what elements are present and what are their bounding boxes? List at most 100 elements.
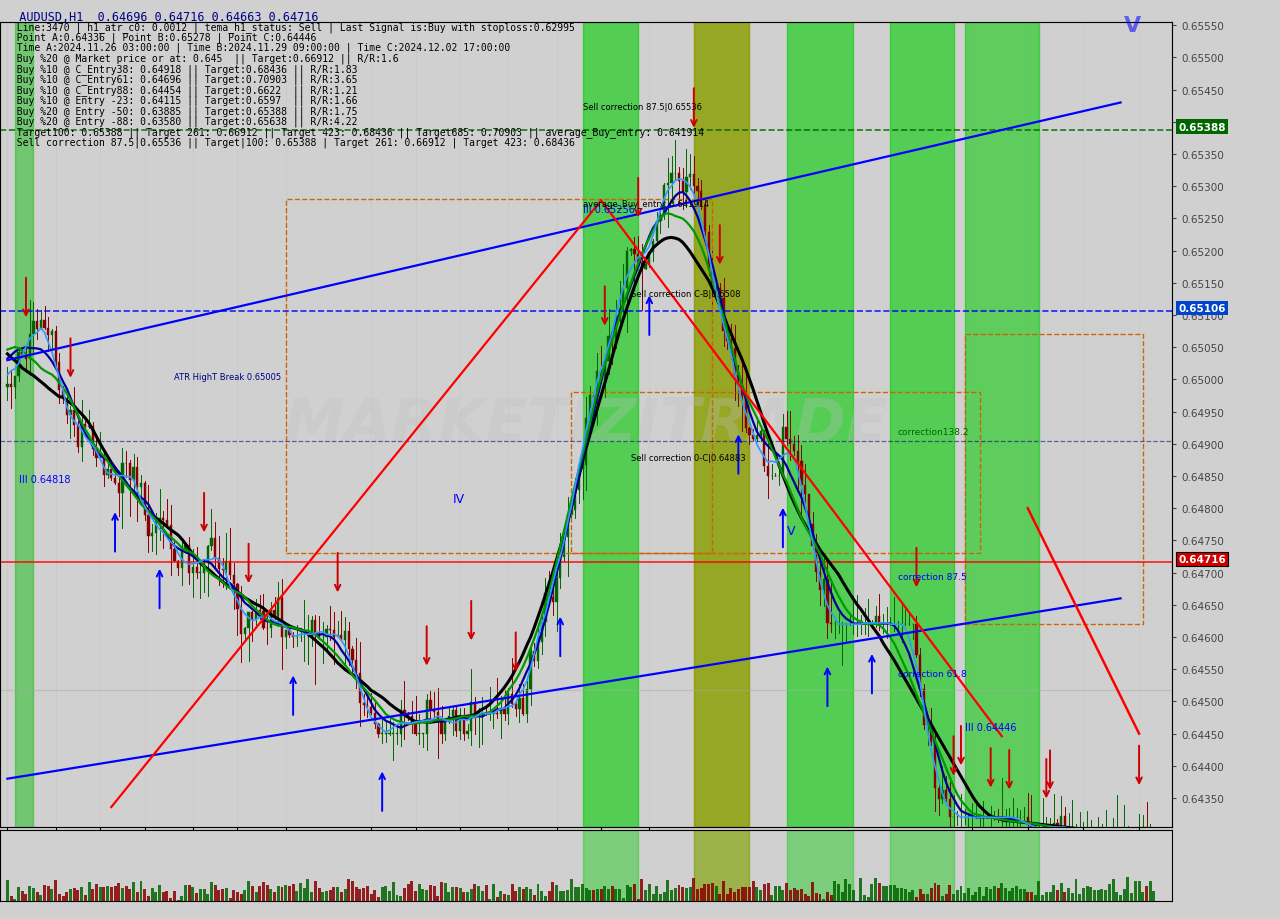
Bar <box>329 629 332 630</box>
Bar <box>91 890 95 901</box>
Bar <box>1142 827 1144 831</box>
Bar <box>429 700 431 710</box>
Bar <box>948 885 951 901</box>
Bar <box>712 270 713 290</box>
Text: Buy %10 @ C_Entry61: 0.64696 || Target:0.70903 || R/R:3.65: Buy %10 @ C_Entry61: 0.64696 || Target:0… <box>5 74 357 85</box>
Bar <box>622 289 625 309</box>
Bar <box>239 893 243 901</box>
Bar <box>891 830 954 901</box>
Text: MARKETIZITRADE: MARKETIZITRADE <box>284 395 888 455</box>
Bar <box>421 890 425 901</box>
Bar <box>755 436 758 440</box>
Bar <box>626 252 628 289</box>
Bar <box>767 883 769 901</box>
Bar <box>726 332 728 342</box>
Bar <box>474 703 476 714</box>
Bar <box>614 890 617 901</box>
Bar <box>1056 891 1059 901</box>
Bar <box>827 580 828 623</box>
Bar <box>704 884 707 901</box>
Bar <box>733 348 736 375</box>
Bar <box>611 886 613 901</box>
Bar <box>722 881 724 901</box>
Bar <box>694 23 750 827</box>
Bar <box>499 709 502 714</box>
Bar <box>81 888 83 901</box>
Bar <box>566 891 570 901</box>
Bar <box>470 703 472 731</box>
Bar <box>931 722 932 742</box>
Bar <box>952 893 955 901</box>
Bar <box>358 674 361 703</box>
Bar <box>544 896 547 901</box>
Bar <box>311 620 312 637</box>
Bar <box>774 886 777 901</box>
Bar <box>559 557 562 578</box>
Bar <box>937 885 941 901</box>
Bar <box>255 610 257 620</box>
Bar <box>110 470 113 479</box>
Bar <box>129 464 131 481</box>
Bar <box>155 892 157 901</box>
Bar <box>941 896 943 901</box>
Bar <box>454 887 458 901</box>
Bar <box>28 335 31 359</box>
Bar <box>296 891 298 901</box>
Bar <box>667 880 669 901</box>
Bar <box>782 427 785 476</box>
Text: Buy %20 @ Market price or at: 0.645  || Target:0.66912 || R/R:1.6: Buy %20 @ Market price or at: 0.645 || T… <box>5 53 399 63</box>
Bar <box>36 891 38 901</box>
Bar <box>1123 890 1125 901</box>
Bar <box>444 722 447 734</box>
Bar <box>974 891 978 901</box>
Bar <box>525 887 529 901</box>
Bar <box>280 887 283 901</box>
Bar <box>1146 886 1148 901</box>
Bar <box>292 636 294 637</box>
Bar <box>1115 891 1119 901</box>
Bar <box>1064 816 1066 831</box>
Bar <box>1052 885 1055 901</box>
Bar <box>933 882 937 901</box>
Bar <box>904 890 906 901</box>
Bar <box>571 510 572 516</box>
Bar <box>403 709 406 713</box>
Bar <box>315 620 316 635</box>
Bar <box>891 23 954 827</box>
Bar <box>722 299 724 332</box>
Bar <box>589 891 591 901</box>
Bar <box>337 636 339 637</box>
Bar <box>892 886 896 901</box>
Bar <box>630 888 632 901</box>
Bar <box>677 885 681 901</box>
Bar <box>634 884 636 901</box>
Bar <box>778 886 781 901</box>
Bar <box>667 183 669 186</box>
Bar <box>792 444 795 451</box>
Bar <box>50 890 54 901</box>
Text: 0.65106: 0.65106 <box>1178 304 1225 313</box>
Text: AUDUSD,H1  0.64696 0.64716 0.64663 0.64716: AUDUSD,H1 0.64696 0.64716 0.64663 0.6471… <box>5 11 319 24</box>
Bar <box>236 892 239 901</box>
Bar <box>878 616 881 624</box>
Bar <box>536 642 539 662</box>
Bar <box>118 883 120 901</box>
Bar <box>166 521 168 526</box>
Bar <box>534 652 535 662</box>
Bar <box>99 457 101 459</box>
Bar <box>663 186 666 215</box>
Bar <box>470 889 472 901</box>
Bar <box>466 731 468 734</box>
Bar <box>358 889 361 901</box>
Bar <box>59 363 60 391</box>
Bar <box>852 891 855 901</box>
Bar <box>436 711 439 719</box>
Bar <box>837 884 840 901</box>
Bar <box>755 887 759 901</box>
Bar <box>648 253 650 265</box>
Bar <box>1130 892 1133 901</box>
Bar <box>77 425 79 448</box>
Bar <box>18 352 19 377</box>
Bar <box>233 575 234 584</box>
Text: V: V <box>787 525 795 538</box>
